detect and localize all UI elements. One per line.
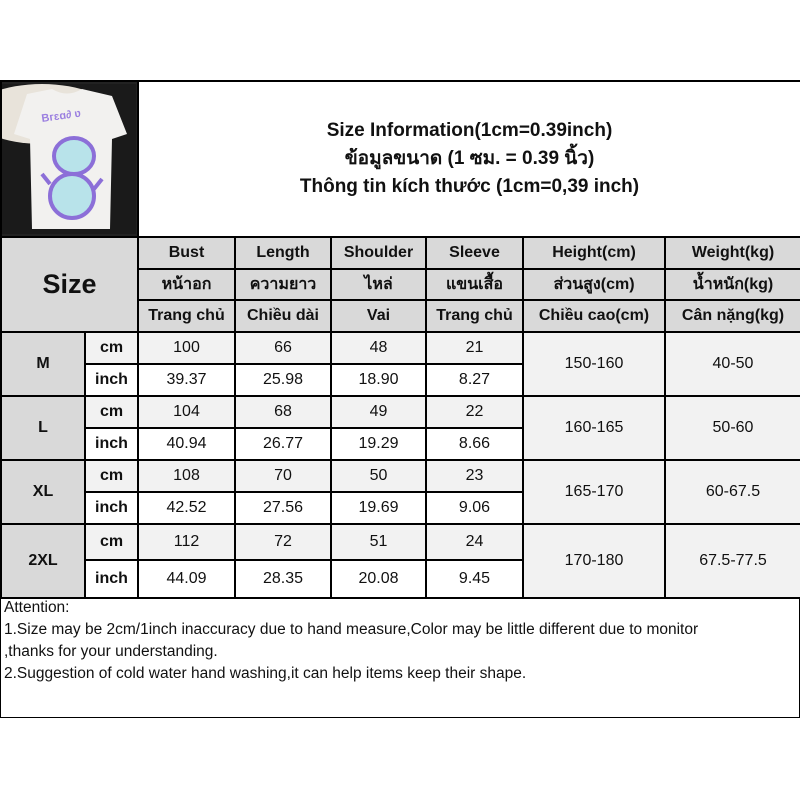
table-row: inch 39.37 25.98 18.90 8.27 [1, 363, 800, 397]
cm-value: 23 [425, 459, 524, 493]
column-header-th: ไหล่ [330, 268, 427, 301]
column-header-th: หน้าอก [137, 268, 236, 301]
cm-value: 49 [330, 395, 427, 429]
cm-value: 51 [330, 523, 427, 561]
column-header-en: Height(cm) [522, 236, 666, 270]
unit-inch: inch [84, 491, 139, 525]
weight-range: 60-67.5 [664, 459, 800, 525]
height-range: 170-180 [522, 523, 666, 599]
attention-heading: Attention: [4, 599, 70, 616]
attention-line-1: 1.Size may be 2cm/1inch inaccuracy due t… [4, 621, 699, 638]
table-row: inch 44.09 28.35 20.08 9.45 [1, 559, 800, 599]
size-chart: Bᴦɛɑ∂ ʋ Size Information(1cm=0.39inch) ข… [0, 80, 800, 718]
table-row: 2XL cm 112 72 51 24 170-180 67.5-77.5 [0, 523, 800, 599]
weight-range: 40-50 [664, 331, 800, 397]
column-header-th: ความยาว [234, 268, 332, 301]
inch-value: 27.56 [234, 491, 332, 525]
inch-value: 8.27 [425, 363, 524, 397]
column-header-en: Weight(kg) [664, 236, 800, 270]
inch-value: 44.09 [137, 559, 236, 599]
column-header-vi: Trang chủ [425, 299, 524, 333]
cm-value: 108 [137, 459, 236, 493]
inch-value: 8.66 [425, 427, 524, 461]
size-cell: 2XL [0, 523, 86, 599]
unit-cm: cm [84, 459, 139, 493]
size-cell: XL [0, 459, 86, 525]
cm-value: 50 [330, 459, 427, 493]
column-header-vi: Chiều cao(cm) [522, 299, 666, 333]
product-image: Bᴦɛɑ∂ ʋ [0, 80, 139, 238]
inch-value: 9.45 [425, 559, 524, 599]
cm-value: 72 [234, 523, 332, 561]
column-header-vi: Chiều dài [234, 299, 332, 333]
unit-cm: cm [84, 523, 139, 561]
table-row: inch 42.52 27.56 19.69 9.06 [1, 491, 800, 525]
title-th: ข้อมูลขนาด (1 ซม. = 0.39 นิ้ว) [344, 148, 595, 169]
unit-inch: inch [84, 363, 139, 397]
size-header: Size [0, 236, 139, 333]
svg-text:Bᴦɛɑ∂ ʋ: Bᴦɛɑ∂ ʋ [41, 108, 82, 125]
attention-line-2: ,thanks for your understanding. [4, 643, 218, 660]
title-en: Size Information(1cm=0.39inch) [326, 120, 613, 141]
cm-value: 48 [330, 331, 427, 365]
column-header-vi: Cân nặng(kg) [664, 299, 800, 333]
size-cell: M [0, 331, 86, 397]
table-row: XL cm 108 70 50 23 165-170 60-67.5 [0, 459, 800, 525]
unit-cm: cm [84, 395, 139, 429]
inch-value: 19.29 [330, 427, 427, 461]
inch-value: 25.98 [234, 363, 332, 397]
size-table: Bᴦɛɑ∂ ʋ Size Information(1cm=0.39inch) ข… [0, 80, 800, 599]
cm-value: 104 [137, 395, 236, 429]
inch-value: 42.52 [137, 491, 236, 525]
cm-value: 66 [234, 331, 332, 365]
size-cell: L [0, 395, 86, 461]
height-range: 160-165 [522, 395, 666, 461]
column-header-th: น้ำหนัก(kg) [664, 268, 800, 301]
attention-line-3: 2.Suggestion of cold water hand washing,… [4, 665, 527, 682]
unit-inch: inch [84, 559, 139, 599]
column-header-vi: Trang chủ [137, 299, 236, 333]
cm-value: 70 [234, 459, 332, 493]
cm-value: 22 [425, 395, 524, 429]
unit-inch: inch [84, 427, 139, 461]
column-header-en: Length [234, 236, 332, 270]
weight-range: 50-60 [664, 395, 800, 461]
column-header-th: ส่วนสูง(cm) [522, 268, 666, 301]
inch-value: 20.08 [330, 559, 427, 599]
tshirt-image: Bᴦɛɑ∂ ʋ [3, 84, 136, 234]
column-header-en: Bust [137, 236, 236, 270]
inch-value: 39.37 [137, 363, 236, 397]
cm-value: 24 [425, 523, 524, 561]
attention-notes: Attention: 1.Size may be 2cm/1inch inacc… [4, 597, 698, 685]
column-header-th: แขนเสื้อ [425, 268, 524, 301]
height-range: 150-160 [522, 331, 666, 397]
column-header-en: Shoulder [330, 236, 427, 270]
inch-value: 19.69 [330, 491, 427, 525]
title-vi: Thông tin kích thước (1cm=0,39 inch) [299, 176, 640, 197]
cm-value: 100 [137, 331, 236, 365]
inch-value: 40.94 [137, 427, 236, 461]
cm-value: 21 [425, 331, 524, 365]
chart-title: Size Information(1cm=0.39inch) ข้อมูลขนา… [137, 80, 800, 238]
column-header-vi: Vai [330, 299, 427, 333]
unit-cm: cm [84, 331, 139, 365]
cm-value: 112 [137, 523, 236, 561]
weight-range: 67.5-77.5 [664, 523, 800, 599]
table-row: inch 40.94 26.77 19.29 8.66 [1, 427, 800, 461]
inch-value: 28.35 [234, 559, 332, 599]
column-header-en: Sleeve [425, 236, 524, 270]
cm-value: 68 [234, 395, 332, 429]
height-range: 165-170 [522, 459, 666, 525]
inch-value: 9.06 [425, 491, 524, 525]
inch-value: 18.90 [330, 363, 427, 397]
inch-value: 26.77 [234, 427, 332, 461]
